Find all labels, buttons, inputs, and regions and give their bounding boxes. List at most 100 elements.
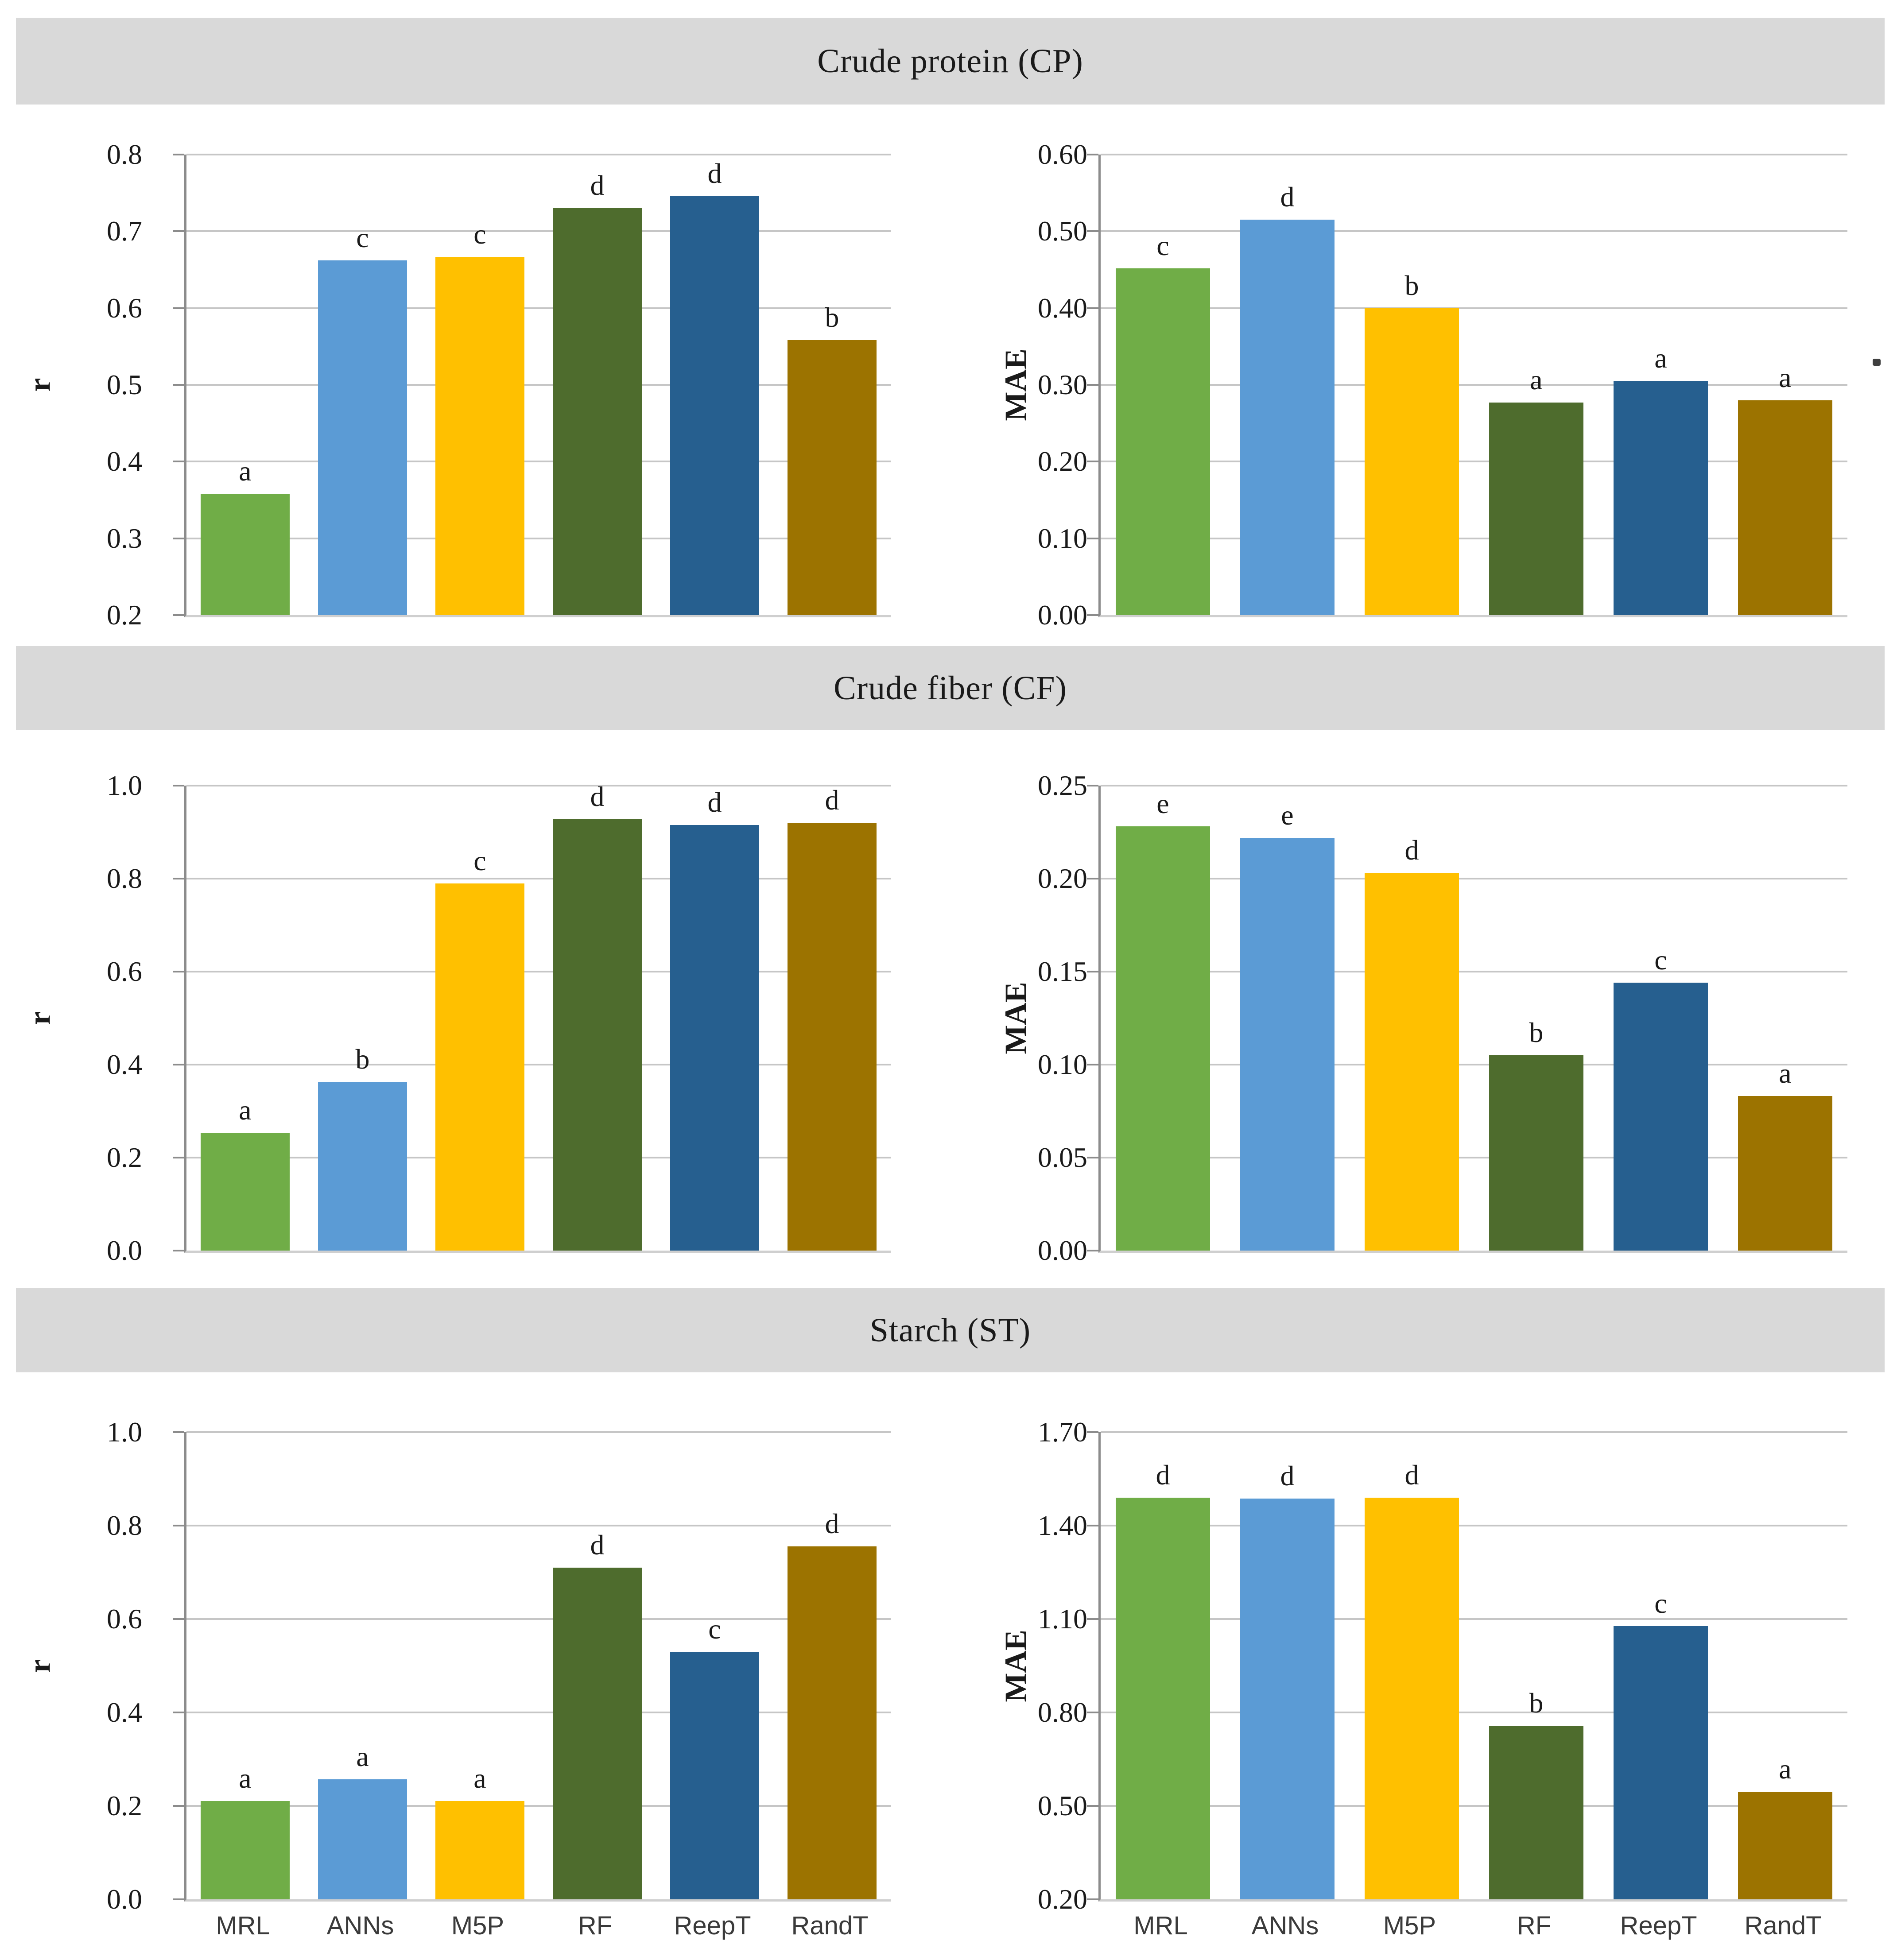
y-axis-title-text: MAE bbox=[999, 982, 1033, 1054]
gridline bbox=[1101, 1064, 1847, 1065]
bar-letter-RandT: a bbox=[1779, 1753, 1792, 1785]
bar-ANNs bbox=[318, 260, 407, 615]
x-axis-label-MRL: MRL bbox=[1133, 1911, 1188, 1940]
y-tick-mark bbox=[173, 307, 184, 309]
y-tick-mark bbox=[173, 1157, 184, 1158]
y-tick-mark bbox=[173, 1898, 184, 1900]
bar-M5P bbox=[435, 1801, 524, 1899]
bar-RF bbox=[1489, 1726, 1583, 1899]
bar-RandT bbox=[788, 823, 877, 1251]
gridline bbox=[186, 1157, 891, 1158]
y-tick-label: 0.20 bbox=[1038, 445, 1087, 477]
y-tick-label: 1.40 bbox=[1038, 1510, 1087, 1541]
bar-letter-ANNs: e bbox=[1281, 799, 1294, 831]
bar-ReepT bbox=[670, 825, 759, 1251]
plot-area: a a a d c d bbox=[184, 1431, 891, 1902]
y-tick-label: 0.00 bbox=[1038, 1235, 1087, 1266]
gridline bbox=[186, 461, 891, 463]
bar-letter-MRL: d bbox=[1156, 1459, 1170, 1491]
bar-M5P bbox=[1365, 873, 1459, 1251]
bar-letter-RF: b bbox=[1529, 1687, 1544, 1719]
chart-cp-mae: MAE 0.00 0.10 0.20 0.30 0.40 0.50 0.60 c d b a a a bbox=[888, 105, 1847, 646]
gridline bbox=[186, 1805, 891, 1807]
gridline bbox=[186, 1431, 891, 1433]
bar-ReepT bbox=[670, 196, 759, 615]
y-tick-mark bbox=[1087, 1250, 1098, 1251]
y-tick-mark bbox=[1087, 1712, 1098, 1713]
y-tick-label: 0.3 bbox=[107, 522, 142, 554]
gridline bbox=[186, 971, 891, 972]
bar-ANNs bbox=[318, 1779, 407, 1899]
gridline bbox=[1101, 154, 1847, 155]
bar-letter-M5P: b bbox=[1404, 269, 1419, 301]
section-title-band-cp: Crude protein (CP) bbox=[16, 18, 1885, 105]
x-axis-label-RF: RF bbox=[1517, 1911, 1552, 1940]
y-tick-label: 0.2 bbox=[107, 599, 142, 631]
y-tick-mark bbox=[173, 1618, 184, 1620]
y-tick-label: 0.8 bbox=[107, 863, 142, 894]
bar-letter-M5P: d bbox=[1404, 834, 1419, 866]
y-tick-label: 0.20 bbox=[1038, 863, 1087, 894]
y-tick-label: 0.20 bbox=[1038, 1883, 1087, 1915]
y-tick-label: 0.50 bbox=[1038, 215, 1087, 247]
chart-st-mae: MAE 0.20 0.50 0.80 1.10 1.40 1.70 d d d b c a MRL ANNs… bbox=[888, 1372, 1847, 1942]
y-tick-label: 0.05 bbox=[1038, 1142, 1087, 1173]
bar-MRL bbox=[1116, 1497, 1210, 1899]
y-tick-label: 1.0 bbox=[107, 1416, 142, 1448]
gridline bbox=[186, 1064, 891, 1065]
gridline bbox=[186, 878, 891, 879]
y-tick-mark bbox=[173, 614, 184, 616]
bar-RandT bbox=[1738, 400, 1832, 615]
y-axis-title: MAE bbox=[997, 155, 1036, 615]
bar-MRL bbox=[201, 494, 290, 615]
gridline bbox=[186, 785, 891, 786]
y-tick-label: 0.10 bbox=[1038, 522, 1087, 554]
bar-MRL bbox=[201, 1133, 290, 1251]
bar-letter-RF: d bbox=[590, 780, 605, 812]
x-axis-label-RF: RF bbox=[578, 1911, 613, 1940]
x-axis-label-RandT: RandT bbox=[1744, 1911, 1822, 1940]
y-tick-label: 0.2 bbox=[107, 1790, 142, 1821]
bar-letter-ReepT: d bbox=[707, 786, 722, 818]
gridline bbox=[186, 1712, 891, 1713]
y-tick-label: 1.10 bbox=[1038, 1603, 1087, 1635]
y-tick-label: 0.4 bbox=[107, 1697, 142, 1728]
gridline bbox=[1101, 971, 1847, 972]
bar-letter-RandT: d bbox=[825, 784, 839, 816]
bar-letter-ReepT: d bbox=[707, 157, 722, 189]
bar-ANNs bbox=[1240, 837, 1335, 1251]
y-tick-mark bbox=[1087, 1064, 1098, 1065]
bar-MRL bbox=[1116, 268, 1210, 615]
bar-letter-MRL: e bbox=[1156, 788, 1169, 820]
plot-area: d d d b c a bbox=[1098, 1431, 1847, 1902]
y-tick-mark bbox=[173, 461, 184, 463]
bar-letter-M5P: c bbox=[473, 844, 486, 876]
bar-RF bbox=[553, 819, 642, 1251]
y-tick-label: 0.8 bbox=[107, 1510, 142, 1541]
y-tick-label: 0.30 bbox=[1038, 369, 1087, 400]
y-tick-label: 0.6 bbox=[107, 1603, 142, 1635]
bar-letter-MRL: a bbox=[239, 1762, 252, 1794]
y-axis-title-text: MAE bbox=[999, 1629, 1033, 1702]
bar-ReepT bbox=[1614, 381, 1708, 615]
y-tick-mark bbox=[173, 384, 184, 386]
y-tick-label: 0.4 bbox=[107, 445, 142, 477]
bar-letter-RandT: b bbox=[825, 302, 839, 333]
bar-RF bbox=[553, 208, 642, 615]
y-tick-mark bbox=[173, 1064, 184, 1065]
gridline bbox=[1101, 878, 1847, 879]
y-tick-mark bbox=[173, 1805, 184, 1807]
bar-ReepT bbox=[1614, 1626, 1708, 1899]
bar-letter-ANNs: c bbox=[356, 222, 369, 254]
y-tick-label: 0.00 bbox=[1038, 599, 1087, 631]
bar-letter-MRL: c bbox=[1156, 229, 1169, 261]
chart-row-cf: r 0.0 0.2 0.4 0.6 0.8 1.0 a b c d d d MAE 0.00 0.05 0.1… bbox=[0, 730, 1901, 1288]
y-tick-mark bbox=[173, 971, 184, 972]
y-tick-label: 0.10 bbox=[1038, 1049, 1087, 1080]
y-tick-mark bbox=[1087, 1525, 1098, 1526]
gridline bbox=[186, 537, 891, 539]
y-tick-mark bbox=[173, 878, 184, 879]
y-tick-mark bbox=[173, 1250, 184, 1251]
bar-M5P bbox=[435, 256, 524, 615]
y-tick-label: 0.7 bbox=[107, 215, 142, 247]
